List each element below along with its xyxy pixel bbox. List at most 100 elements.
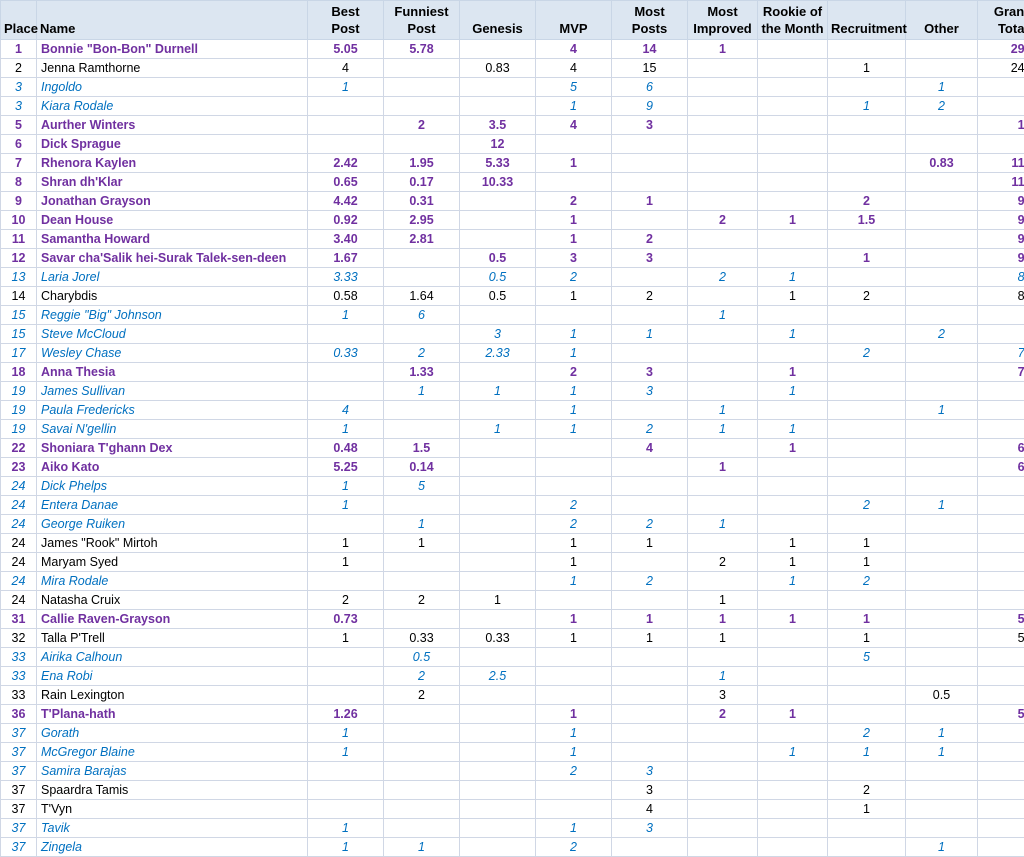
cell-name: Maryam Syed: [37, 553, 308, 572]
cell-grand-total: 12: [978, 135, 1024, 154]
cell-name: Savar cha'Salik hei-Surak Talek-sen-deen: [37, 249, 308, 268]
cell-mvp: 1: [536, 705, 612, 724]
cell-mvp: 2: [536, 838, 612, 857]
cell-genesis: 5.33: [460, 154, 536, 173]
cell-best-post: 1: [308, 420, 384, 439]
cell-name: Aurther Winters: [37, 116, 308, 135]
cell-best-post: 0.33: [308, 344, 384, 363]
cell-grand-total: 5: [978, 762, 1024, 781]
cell-other: [906, 249, 978, 268]
cell-genesis: [460, 97, 536, 116]
cell-genesis: [460, 496, 536, 515]
cell-funniest-post: 2.81: [384, 230, 460, 249]
cell-most-posts: [612, 667, 688, 686]
cell-other: 2: [906, 97, 978, 116]
cell-other: [906, 534, 978, 553]
cell-funniest-post: [384, 819, 460, 838]
cell-rookie-of-the-month: 1: [758, 268, 828, 287]
cell-grand-total: 5.5: [978, 686, 1024, 705]
cell-best-post: 0.65: [308, 173, 384, 192]
cell-best-post: [308, 325, 384, 344]
cell-grand-total: 9.21: [978, 230, 1024, 249]
cell-recruitment: 1.5: [828, 211, 906, 230]
cell-rookie-of-the-month: 1: [758, 610, 828, 629]
cell-genesis: [460, 610, 536, 629]
cell-genesis: [460, 477, 536, 496]
cell-other: [906, 420, 978, 439]
cell-funniest-post: [384, 420, 460, 439]
cell-most-posts: 3: [612, 762, 688, 781]
cell-best-post: 3.40: [308, 230, 384, 249]
cell-rookie-of-the-month: [758, 249, 828, 268]
cell-best-post: [308, 762, 384, 781]
cell-place: 36: [1, 705, 37, 724]
cell-rookie-of-the-month: [758, 800, 828, 819]
cell-name: Reggie "Big" Johnson: [37, 306, 308, 325]
cell-recruitment: 2: [828, 572, 906, 591]
cell-most-improved: [688, 344, 758, 363]
cell-funniest-post: 1.33: [384, 363, 460, 382]
cell-place: 19: [1, 420, 37, 439]
cell-place: 33: [1, 667, 37, 686]
cell-grand-total: 8.83: [978, 268, 1024, 287]
cell-other: [906, 800, 978, 819]
cell-most-posts: [612, 477, 688, 496]
cell-most-posts: 3: [612, 781, 688, 800]
cell-place: 8: [1, 173, 37, 192]
cell-funniest-post: [384, 135, 460, 154]
cell-grand-total: 7: [978, 420, 1024, 439]
cell-most-improved: 1: [688, 591, 758, 610]
cell-funniest-post: 2: [384, 591, 460, 610]
cell-most-posts: [612, 648, 688, 667]
cell-most-improved: [688, 838, 758, 857]
table-row: 37Zingela11215: [1, 838, 1024, 857]
cell-mvp: [536, 781, 612, 800]
cell-genesis: [460, 800, 536, 819]
cell-place: 12: [1, 249, 37, 268]
cell-most-improved: 2: [688, 553, 758, 572]
cell-other: [906, 40, 978, 59]
cell-best-post: 1: [308, 629, 384, 648]
cell-funniest-post: [384, 553, 460, 572]
cell-best-post: 1: [308, 553, 384, 572]
cell-mvp: 1: [536, 382, 612, 401]
cell-best-post: 1.26: [308, 705, 384, 724]
cell-place: 22: [1, 439, 37, 458]
cell-best-post: 1: [308, 306, 384, 325]
cell-genesis: 3: [460, 325, 536, 344]
cell-funniest-post: [384, 705, 460, 724]
cell-place: 5: [1, 116, 37, 135]
cell-grand-total: 5.26: [978, 705, 1024, 724]
cell-most-posts: 1: [612, 629, 688, 648]
cell-grand-total: 9.17: [978, 249, 1024, 268]
cell-recruitment: 2: [828, 781, 906, 800]
cell-genesis: [460, 724, 536, 743]
cell-other: [906, 591, 978, 610]
cell-rookie-of-the-month: 1: [758, 553, 828, 572]
cell-place: 37: [1, 743, 37, 762]
cell-other: [906, 667, 978, 686]
cell-most-posts: [612, 496, 688, 515]
cell-most-improved: [688, 477, 758, 496]
cell-genesis: 3.5: [460, 116, 536, 135]
cell-funniest-post: 0.33: [384, 629, 460, 648]
cell-place: 33: [1, 648, 37, 667]
cell-recruitment: [828, 819, 906, 838]
cell-recruitment: [828, 705, 906, 724]
cell-genesis: [460, 439, 536, 458]
cell-best-post: [308, 135, 384, 154]
cell-name: Aiko Kato: [37, 458, 308, 477]
cell-name: Talla P'Trell: [37, 629, 308, 648]
cell-name: Tavik: [37, 819, 308, 838]
